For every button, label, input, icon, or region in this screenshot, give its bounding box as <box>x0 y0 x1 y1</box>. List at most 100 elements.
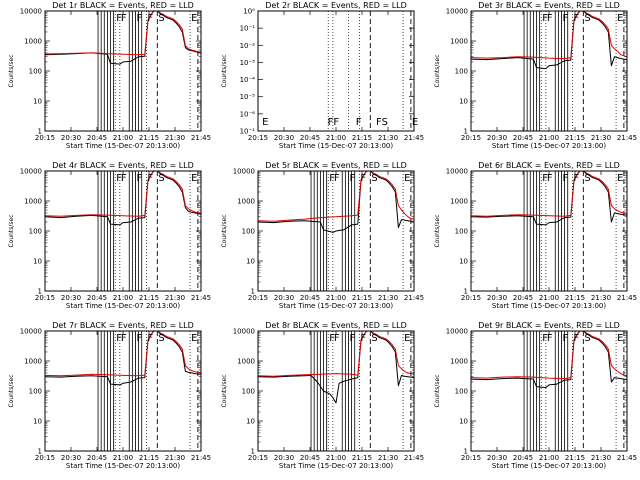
flag-marker-label: F <box>349 173 355 184</box>
x-tick-label: 21:30 <box>378 294 398 302</box>
flag-marker-label: S <box>158 173 164 184</box>
x-tick-label: 21:00 <box>113 134 133 142</box>
x-tick-label: 21:15 <box>139 454 159 462</box>
y-tick-label: 10000 <box>233 328 255 336</box>
x-tick-label: 20:45 <box>513 134 533 142</box>
flag-marker-label: F <box>116 333 122 344</box>
y-axis-label: Counts/sec <box>8 214 15 247</box>
y-tick-label: 10⁰ <box>243 8 255 16</box>
x-tick-label: 20:30 <box>487 134 507 142</box>
y-tick-label: 1 <box>251 448 255 456</box>
x-tick-label: 21:15 <box>565 454 585 462</box>
x-tick-label: 21:15 <box>139 294 159 302</box>
x-tick-label: 20:30 <box>61 134 81 142</box>
x-tick-label: 20:30 <box>274 454 294 462</box>
plot-frame <box>257 170 415 292</box>
x-tick-label: 21:30 <box>591 454 611 462</box>
x-tick-label: 21:45 <box>404 454 424 462</box>
y-tick-label: 1 <box>464 128 468 136</box>
flag-marker-label: E <box>617 173 623 184</box>
chart-title: Det 4r BLACK = Events, RED = LLD <box>52 161 194 170</box>
x-axis-label: Start Time (15-Dec-07 20:13:00) <box>279 462 393 470</box>
chart-title: Det 6r BLACK = Events, RED = LLD <box>478 161 620 170</box>
y-tick-label: 1000 <box>237 358 255 366</box>
y-tick-label: 1000 <box>24 198 42 206</box>
y-tick-label: 10 <box>459 98 468 106</box>
flag-marker-label: F <box>147 333 153 344</box>
flag-marker-label: E <box>191 333 197 344</box>
y-tick-label: 10000 <box>20 328 42 336</box>
flag-marker-label: F <box>360 173 366 184</box>
plot-frame <box>470 170 628 292</box>
x-axis-label: Start Time (15-Dec-07 20:13:00) <box>279 142 393 150</box>
series-line-lld <box>470 330 628 380</box>
x-tick-label: 21:00 <box>539 134 559 142</box>
x-tick-label: 21:45 <box>191 454 211 462</box>
chart-panel-9: Det 9r BLACK = Events, RED = LLD Counts/s… <box>434 321 637 470</box>
x-tick-label: 21:45 <box>191 294 211 302</box>
y-tick-label: 10⁻⁵ <box>240 93 256 101</box>
x-tick-label: 20:15 <box>35 294 55 302</box>
x-tick-label: 21:00 <box>113 294 133 302</box>
plot-frame <box>257 330 415 452</box>
y-tick-label: 1000 <box>24 358 42 366</box>
flag-marker-label: F <box>356 117 362 128</box>
flag-marker-label: F <box>547 333 553 344</box>
x-tick-label: 20:45 <box>513 294 533 302</box>
y-tick-label: 100 <box>242 388 255 396</box>
series-line-lld <box>44 10 202 56</box>
x-tick-label: 20:45 <box>300 294 320 302</box>
flag-marker-label: F <box>329 173 335 184</box>
flag-marker-label: FF <box>328 117 340 128</box>
x-tick-label: 21:15 <box>352 294 372 302</box>
x-axis-label: Start Time (15-Dec-07 20:13:00) <box>492 462 606 470</box>
flag-marker-label: F <box>547 13 553 24</box>
x-tick-label: 21:15 <box>565 134 585 142</box>
y-axis-label: Counts/sec <box>434 214 441 247</box>
x-tick-label: 21:15 <box>565 294 585 302</box>
x-tick-label: 21:00 <box>326 454 346 462</box>
x-axis-label: Start Time (15-Dec-07 20:13:00) <box>66 462 180 470</box>
y-tick-label: 100 <box>455 388 468 396</box>
chart-panel-1: Det 1r BLACK = Events, RED = LLD Counts/s… <box>8 1 211 150</box>
flag-marker-label: F <box>547 173 553 184</box>
x-tick-label: 21:15 <box>352 134 372 142</box>
y-tick-label: 10 <box>459 258 468 266</box>
y-tick-label: 100 <box>242 228 255 236</box>
flag-marker-label: E <box>617 13 623 24</box>
y-tick-label: 10000 <box>446 8 468 16</box>
flag-marker-label: S <box>371 333 377 344</box>
y-tick-label: 1000 <box>450 198 468 206</box>
chart-panel-3: Det 3r BLACK = Events, RED = LLD Counts/s… <box>434 1 637 150</box>
flag-marker-label: F <box>542 173 548 184</box>
y-axis-label: Counts/sec <box>434 374 441 407</box>
series-line-lld <box>257 330 415 377</box>
x-tick-label: 21:00 <box>113 454 133 462</box>
flag-marker-label: F <box>329 333 335 344</box>
y-tick-label: 1 <box>251 288 255 296</box>
y-tick-label: 10⁻³ <box>240 59 256 67</box>
x-tick-label: 21:45 <box>617 134 637 142</box>
chart-title: Det 1r BLACK = Events, RED = LLD <box>52 1 194 10</box>
flag-marker-label: F <box>360 333 366 344</box>
flag-marker-label: F <box>334 333 340 344</box>
plot-frame <box>257 10 415 132</box>
x-tick-label: 20:30 <box>487 294 507 302</box>
chart-title: Det 3r BLACK = Events, RED = LLD <box>478 1 620 10</box>
x-tick-label: 20:45 <box>87 134 107 142</box>
chart-title: Det 7r BLACK = Events, RED = LLD <box>52 321 194 330</box>
y-tick-label: 1 <box>38 448 42 456</box>
y-tick-label: 100 <box>29 68 42 76</box>
y-tick-label: 10⁻¹ <box>240 128 256 136</box>
y-tick-label: 100 <box>29 388 42 396</box>
flag-marker-label: E <box>412 117 418 128</box>
x-tick-label: 20:45 <box>513 454 533 462</box>
x-tick-label: 21:00 <box>326 134 346 142</box>
chart-panel-7: Det 7r BLACK = Events, RED = LLD Counts/s… <box>8 321 211 470</box>
flag-marker-label: S <box>584 13 590 24</box>
x-axis-label: Start Time (15-Dec-07 20:13:00) <box>66 142 180 150</box>
x-tick-label: 20:30 <box>61 454 81 462</box>
y-tick-label: 10⁻⁴ <box>240 76 256 84</box>
y-tick-label: 10000 <box>233 168 255 176</box>
chart-title: Det 9r BLACK = Events, RED = LLD <box>478 321 620 330</box>
